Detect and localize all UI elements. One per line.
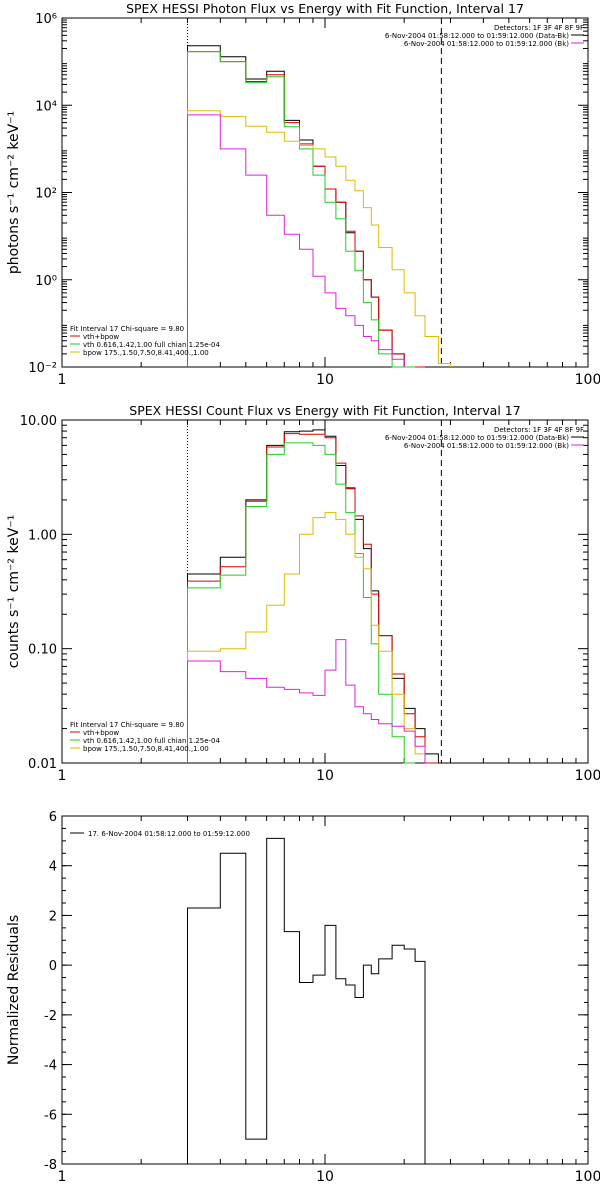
series-background-line: [187, 639, 426, 763]
y-tick-label: 10⁻²: [28, 361, 57, 376]
y-tick-label: 10.00: [20, 414, 57, 429]
x-tick-label: 10: [316, 372, 334, 388]
y-tick-label: 10⁴: [35, 99, 57, 114]
y-tick-label: -2: [44, 1009, 57, 1024]
chart-title: SPEX HESSI Count Flux vs Energy with Fit…: [129, 403, 520, 418]
y-tick-label: 0.10: [28, 643, 57, 658]
legend-entry-label: 6-Nov-2004 01:58:12.000 to 01:59:12.000 …: [404, 40, 569, 48]
legend-entry-label: 6-Nov-2004 01:58:12.000 to 01:59:12.000 …: [385, 32, 569, 40]
legend-bottom: Fit Interval 17 Chi-square = 9.80vth+bpo…: [70, 325, 221, 357]
y-tick-label: 10⁶: [35, 12, 57, 27]
y-axis-label: counts s⁻¹ cm⁻² keV⁻¹: [6, 515, 22, 669]
legend-top: 17. 6-Nov-2004 01:58:12.000 to 01:59:12.…: [70, 830, 250, 838]
y-tick-label: 1.00: [28, 528, 57, 543]
legend-entry-label: bpow 175.,1.50,7.50,8.41,400.,1.00: [83, 349, 209, 357]
y-tick-label: 6: [49, 810, 57, 825]
series-sum_model-line: [187, 51, 425, 368]
series-bpow-line: [187, 110, 451, 367]
y-tick-label: 4: [49, 860, 57, 875]
legend-entry-label: 17. 6-Nov-2004 01:58:12.000 to 01:59:12.…: [88, 830, 250, 838]
x-tick-label: 1: [58, 1169, 67, 1185]
legend-entry-label: vth+bpow: [83, 333, 119, 341]
x-axis: 1 10 100: [58, 18, 600, 388]
x-tick-label: 10: [316, 768, 334, 784]
y-tick-label: 0: [49, 959, 57, 974]
chart-title: SPEX HESSI Photon Flux vs Energy with Fi…: [126, 1, 524, 16]
series-bpow-line: [187, 512, 426, 763]
x-tick-label: 10: [316, 1169, 334, 1185]
y-axis-label: photons s⁻¹ cm⁻² keV⁻¹: [6, 111, 22, 274]
x-tick-label: 100: [575, 768, 600, 784]
chart-count: 1 10 100 0.01 0.10 1.00 10.00 SPEX HESSI Count …: [6, 403, 600, 784]
x-tick-label: 1: [58, 768, 67, 784]
series-vth-line: [187, 51, 416, 368]
y-axis: -8 -6 -4 -2 0 2 4 6: [44, 810, 588, 1173]
chart-residuals: 1 10 100 -8 -6 -4 -2 0 2 4 6 Normalized Residuals 17…: [6, 810, 600, 1185]
legend-title: Detectors: 1F 3F 4F 8F 9F: [494, 426, 584, 434]
chart-photon: 1 10 100 10⁻² 10⁰ 10² 10⁴ 10⁶ SPEX HESSI Photon …: [6, 1, 600, 388]
legend-entry-label: vth 0.616,1.42,1.00 full chian 1.25e-04: [83, 737, 221, 745]
plot-frame: [61, 419, 589, 764]
legend-entry-label: 6-Nov-2004 01:58:12.000 to 01:59:12.000 …: [385, 434, 569, 442]
legend-top: Detectors: 1F 3F 4F 8F 9F6-Nov-2004 01:5…: [385, 426, 584, 450]
y-axis: 0.01 0.10 1.00 10.00: [20, 414, 588, 772]
series-total-line: [187, 45, 425, 368]
series-total-line: [187, 429, 439, 763]
series-sum_model-line: [187, 433, 439, 764]
y-tick-label: 2: [49, 909, 57, 924]
legend-title: Fit Interval 17 Chi-square = 9.80: [70, 325, 184, 333]
x-axis: 1 10 100: [58, 420, 600, 784]
x-tick-label: 100: [575, 372, 600, 388]
y-tick-label: 10⁰: [35, 274, 57, 289]
y-axis-label: Normalized Residuals: [6, 915, 22, 1065]
y-tick-label: 10²: [35, 187, 57, 202]
series-background-line: [187, 114, 405, 367]
legend-bottom: Fit Interval 17 Chi-square = 9.80vth+bpo…: [70, 721, 221, 753]
legend-top: Detectors: 1F 3F 4F 8F 9F6-Nov-2004 01:5…: [385, 24, 584, 48]
y-tick-label: -6: [44, 1108, 57, 1123]
y-tick-label: 0.01: [28, 757, 57, 772]
plot-frame: [61, 815, 589, 1165]
legend-title: Fit Interval 17 Chi-square = 9.80: [70, 721, 184, 729]
x-tick-label: 100: [575, 1169, 600, 1185]
series-residuals-line: [187, 837, 426, 1164]
series-vth-line: [187, 442, 416, 764]
x-tick-label: 1: [58, 372, 67, 388]
legend-entry-label: vth+bpow: [83, 729, 119, 737]
y-axis: 10⁻² 10⁰ 10² 10⁴ 10⁶: [28, 12, 588, 376]
y-tick-label: -8: [44, 1158, 57, 1173]
legend-entry-label: bpow 175.,1.50,7.50,8.41,400.,1.00: [83, 745, 209, 753]
legend-title: Detectors: 1F 3F 4F 8F 9F: [494, 24, 584, 32]
x-axis: 1 10 100: [58, 816, 600, 1185]
legend-entry-label: 6-Nov-2004 01:58:12.000 to 01:59:12.000 …: [404, 442, 569, 450]
legend-entry-label: vth 0.616,1.42,1.00 full chian 1.25e-04: [83, 341, 221, 349]
y-tick-label: -4: [44, 1059, 57, 1074]
